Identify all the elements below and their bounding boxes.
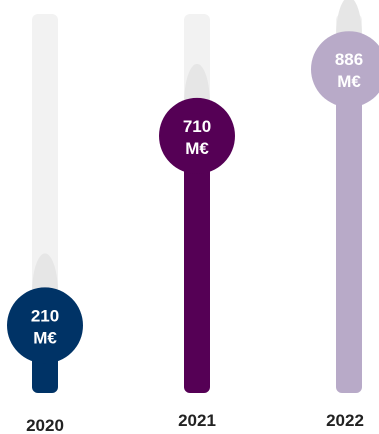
bar-group-2020: 210 M€ 2020 (7, 14, 83, 434)
bars-layer: 210 M€ 2020 710 M€ 2021 886 M€ 2022 (7, 0, 379, 434)
value-label-2021: 710 M€ (183, 117, 211, 158)
bar-fill-2021 (184, 135, 210, 393)
value-label-line-2022-0: 886 (335, 50, 363, 69)
year-label-2020: 2020 (26, 416, 64, 434)
year-label-2021: 2021 (178, 411, 216, 430)
value-label-line-2021-0: 710 (183, 117, 211, 136)
value-label-line-2022-1: M€ (337, 72, 361, 91)
year-label-2022: 2022 (326, 411, 364, 430)
value-bubble-2020 (7, 287, 83, 364)
value-label-line-2021-1: M€ (185, 139, 209, 158)
bar-group-2021: 710 M€ 2021 (159, 14, 235, 430)
value-label-2020: 210 M€ (31, 306, 59, 347)
value-bubble-2022 (311, 31, 379, 108)
value-bubble-2021 (159, 97, 235, 174)
bar-fill-2022 (336, 69, 362, 394)
value-label-line-2020-0: 210 (31, 306, 59, 325)
bar-group-2022: 886 M€ 2022 (311, 0, 379, 430)
value-label-2022: 886 M€ (335, 50, 363, 91)
value-label-line-2020-1: M€ (33, 328, 57, 347)
